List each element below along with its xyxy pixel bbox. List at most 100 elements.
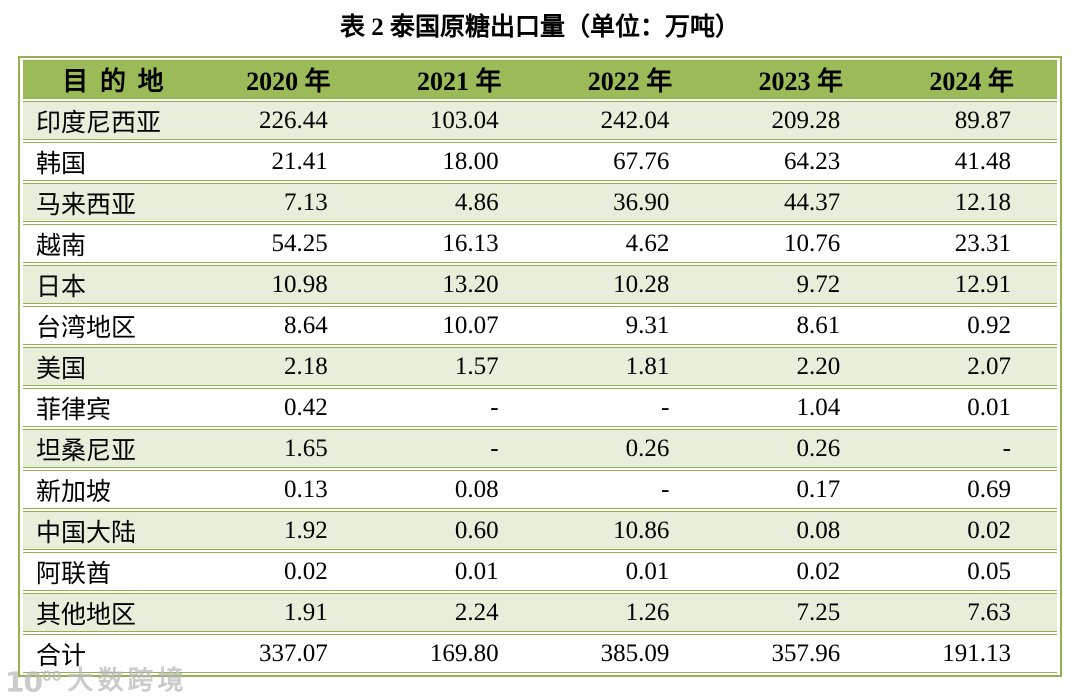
value-cell: 64.23	[715, 142, 887, 181]
column-header-2022: 2022 年	[544, 60, 716, 99]
value-cell: 2.07	[886, 347, 1057, 386]
value-cell: 16.13	[373, 224, 545, 263]
value-cell: 10.28	[544, 265, 716, 304]
value-cell: 10.07	[373, 306, 545, 345]
value-cell: 0.02	[203, 552, 374, 591]
value-cell: 36.90	[544, 183, 716, 222]
destination-cell: 中国大陆	[23, 511, 203, 550]
value-cell: 226.44	[203, 101, 374, 140]
value-cell: 1.57	[373, 347, 545, 386]
header-row: 目的地 2020 年 2021 年 2022 年 2023 年 2024 年	[23, 60, 1057, 99]
destination-cell: 越南	[23, 224, 203, 263]
table-row: 其他地区 1.91 2.24 1.26 7.25 7.63	[23, 593, 1057, 632]
value-cell: 209.28	[715, 101, 887, 140]
column-header-2023: 2023 年	[715, 60, 887, 99]
destination-cell: 马来西亚	[23, 183, 203, 222]
value-cell: 23.31	[886, 224, 1057, 263]
destination-cell: 台湾地区	[23, 306, 203, 345]
watermark-logo-icon: 1000	[5, 665, 62, 698]
value-cell: 357.96	[715, 634, 887, 673]
value-cell: 0.08	[715, 511, 887, 550]
column-header-2024: 2024 年	[886, 60, 1057, 99]
value-cell: -	[544, 388, 716, 427]
value-cell: 0.26	[544, 429, 716, 468]
value-cell: 1.81	[544, 347, 716, 386]
value-cell: 9.72	[715, 265, 887, 304]
value-cell: 0.42	[203, 388, 374, 427]
value-cell: 1.91	[203, 593, 374, 632]
table-row: 印度尼西亚 226.44 103.04 242.04 209.28 89.87	[23, 101, 1057, 140]
value-cell: 385.09	[544, 634, 716, 673]
value-cell: 0.01	[373, 552, 545, 591]
value-cell: -	[373, 429, 545, 468]
value-cell: 0.02	[715, 552, 887, 591]
value-cell: 4.86	[373, 183, 545, 222]
value-cell: 44.37	[715, 183, 887, 222]
destination-cell: 美国	[23, 347, 203, 386]
value-cell: 10.98	[203, 265, 374, 304]
value-cell: 0.17	[715, 470, 887, 509]
destination-cell: 日本	[23, 265, 203, 304]
value-cell: 0.60	[373, 511, 545, 550]
value-cell: 0.08	[373, 470, 545, 509]
destination-cell: 菲律宾	[23, 388, 203, 427]
value-cell: 0.05	[886, 552, 1057, 591]
value-cell: 2.24	[373, 593, 545, 632]
value-cell: 1.65	[203, 429, 374, 468]
value-cell: -	[886, 429, 1057, 468]
value-cell: 1.04	[715, 388, 887, 427]
value-cell: 103.04	[373, 101, 545, 140]
page: 表 2 泰国原糖出口量（单位：万吨） 目的地 2020 年 2021 年 202…	[5, 14, 1062, 696]
total-row: 合计 337.07 169.80 385.09 357.96 191.13	[23, 634, 1057, 673]
destination-cell: 阿联酋	[23, 552, 203, 591]
destination-cell: 其他地区	[23, 593, 203, 632]
value-cell: 7.63	[886, 593, 1057, 632]
value-cell: 8.61	[715, 306, 887, 345]
column-header-2021: 2021 年	[373, 60, 545, 99]
table-row: 马来西亚 7.13 4.86 36.90 44.37 12.18	[23, 183, 1057, 222]
column-header-2020: 2020 年	[203, 60, 374, 99]
value-cell: 54.25	[203, 224, 374, 263]
value-cell: 0.92	[886, 306, 1057, 345]
table-row: 韩国 21.41 18.00 67.76 64.23 41.48	[23, 142, 1057, 181]
destination-cell: 合计	[23, 634, 203, 673]
value-cell: 0.02	[886, 511, 1057, 550]
value-cell: 169.80	[373, 634, 545, 673]
table-row: 新加坡 0.13 0.08-0.17 0.69	[23, 470, 1057, 509]
table-row: 美国 2.18 1.57 1.81 2.20 2.07	[23, 347, 1057, 386]
value-cell: 21.41	[203, 142, 374, 181]
value-cell: 337.07	[203, 634, 374, 673]
value-cell: 1.26	[544, 593, 716, 632]
export-volume-table: 目的地 2020 年 2021 年 2022 年 2023 年 2024 年 印…	[23, 58, 1057, 675]
value-cell: 4.62	[544, 224, 716, 263]
table-row: 台湾地区 8.64 10.07 9.31 8.61 0.92	[23, 306, 1057, 345]
value-cell: 0.13	[203, 470, 374, 509]
value-cell: -	[544, 470, 716, 509]
value-cell: 0.69	[886, 470, 1057, 509]
destination-cell: 印度尼西亚	[23, 101, 203, 140]
table-body: 印度尼西亚 226.44 103.04 242.04 209.28 89.87 韩国 21.4…	[23, 101, 1057, 673]
value-cell: 7.13	[203, 183, 374, 222]
table-row: 坦桑尼亚 1.65-0.26 0.26-	[23, 429, 1057, 468]
value-cell: 9.31	[544, 306, 716, 345]
value-cell: 18.00	[373, 142, 545, 181]
value-cell: 13.20	[373, 265, 545, 304]
value-cell: 41.48	[886, 142, 1057, 181]
value-cell: 10.76	[715, 224, 887, 263]
value-cell: 0.26	[715, 429, 887, 468]
value-cell: 10.86	[544, 511, 716, 550]
table-row: 阿联酋 0.02 0.01 0.01 0.02 0.05	[23, 552, 1057, 591]
value-cell: 242.04	[544, 101, 716, 140]
value-cell: 1.92	[203, 511, 374, 550]
table-row: 日本 10.98 13.20 10.28 9.72 12.91	[23, 265, 1057, 304]
column-header-destination: 目的地	[23, 60, 203, 99]
value-cell: 12.18	[886, 183, 1057, 222]
value-cell: 12.91	[886, 265, 1057, 304]
table-row: 菲律宾 0.42- -1.04 0.01	[23, 388, 1057, 427]
table-title: 表 2 泰国原糖出口量（单位：万吨）	[339, 14, 740, 41]
value-cell: -	[373, 388, 545, 427]
value-cell: 191.13	[886, 634, 1057, 673]
table-row: 越南 54.25 16.13 4.62 10.76 23.31	[23, 224, 1057, 263]
value-cell: 0.01	[544, 552, 716, 591]
value-cell: 2.20	[715, 347, 887, 386]
